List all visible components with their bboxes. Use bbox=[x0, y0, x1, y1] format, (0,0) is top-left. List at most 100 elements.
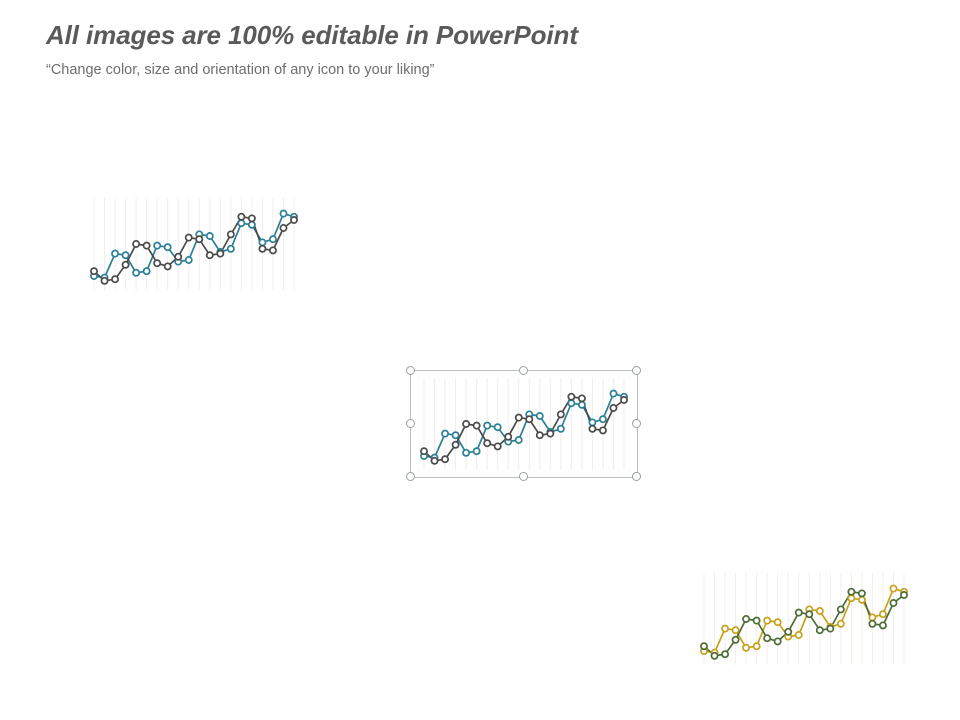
chart-plot-area bbox=[700, 584, 908, 660]
data-point-marker bbox=[763, 634, 772, 643]
data-point-marker bbox=[567, 392, 576, 401]
resize-handle-top-left[interactable] bbox=[406, 366, 415, 375]
data-point-marker bbox=[742, 643, 751, 652]
data-point-marker bbox=[258, 238, 267, 247]
line-chart-gold-green-svg bbox=[700, 573, 908, 665]
data-point-marker bbox=[721, 624, 729, 633]
data-point-marker bbox=[588, 418, 597, 427]
data-point-marker bbox=[577, 400, 586, 409]
line-chart-teal-gray-selected[interactable] bbox=[418, 378, 630, 470]
data-point-marker bbox=[847, 594, 856, 603]
data-point-marker bbox=[237, 212, 246, 221]
data-point-marker bbox=[773, 637, 782, 646]
data-point-marker bbox=[794, 631, 803, 639]
data-point-marker bbox=[279, 224, 288, 232]
data-point-marker bbox=[514, 413, 523, 422]
data-point-marker bbox=[556, 424, 565, 433]
data-point-marker bbox=[868, 613, 877, 622]
data-point-marker bbox=[826, 624, 835, 633]
data-point-marker bbox=[546, 429, 555, 438]
data-point-marker bbox=[237, 219, 246, 228]
data-point-marker bbox=[472, 421, 481, 430]
data-point-marker bbox=[836, 619, 845, 628]
data-point-marker bbox=[451, 440, 460, 449]
data-point-marker bbox=[763, 616, 772, 625]
data-point-marker bbox=[731, 635, 740, 644]
data-point-marker bbox=[752, 642, 761, 651]
chart-plot-area bbox=[90, 209, 298, 285]
data-point-marker bbox=[773, 618, 782, 627]
line-chart-teal-gray[interactable] bbox=[88, 198, 300, 290]
data-point-marker bbox=[290, 216, 298, 224]
data-point-marker bbox=[132, 268, 141, 277]
data-point-marker bbox=[111, 249, 119, 258]
heading-block: All images are 100% editable in PowerPoi… bbox=[46, 20, 906, 79]
resize-handle-bottom-right[interactable] bbox=[632, 472, 641, 481]
data-point-marker bbox=[483, 421, 492, 430]
data-point-marker bbox=[462, 448, 471, 457]
data-point-marker bbox=[195, 235, 204, 244]
data-point-marker bbox=[121, 260, 130, 269]
data-point-marker bbox=[462, 420, 471, 428]
data-point-marker bbox=[163, 262, 172, 271]
data-point-marker bbox=[184, 256, 193, 264]
resize-handle-middle-right[interactable] bbox=[632, 419, 641, 428]
data-point-marker bbox=[878, 621, 887, 630]
data-point-marker bbox=[174, 252, 183, 261]
page-subtitle: “Change color, size and orientation of a… bbox=[46, 62, 435, 78]
data-point-marker bbox=[752, 616, 761, 625]
data-point-marker bbox=[420, 447, 428, 456]
resize-handle-bottom-center[interactable] bbox=[519, 472, 528, 481]
data-point-marker bbox=[247, 220, 256, 229]
data-point-marker bbox=[805, 610, 814, 619]
data-point-marker bbox=[226, 244, 235, 253]
data-point-marker bbox=[598, 415, 607, 424]
data-point-marker bbox=[721, 650, 729, 659]
data-point-marker bbox=[472, 447, 481, 456]
data-point-marker bbox=[525, 415, 534, 424]
data-point-marker bbox=[142, 241, 151, 250]
resize-handle-bottom-left[interactable] bbox=[406, 472, 415, 481]
line-chart-teal-gray-selected-svg bbox=[420, 378, 628, 470]
data-point-marker bbox=[794, 608, 803, 617]
data-point-marker bbox=[153, 241, 162, 250]
data-point-marker bbox=[247, 214, 256, 223]
resize-handle-middle-left[interactable] bbox=[406, 419, 415, 428]
data-point-marker bbox=[588, 424, 597, 433]
data-point-marker bbox=[142, 267, 151, 276]
data-point-marker bbox=[205, 232, 214, 240]
data-point-marker bbox=[815, 607, 824, 615]
data-point-marker bbox=[268, 246, 277, 255]
data-point-marker bbox=[111, 275, 119, 284]
data-point-marker bbox=[90, 267, 98, 276]
data-point-marker bbox=[784, 627, 793, 636]
data-point-marker bbox=[900, 591, 908, 599]
data-point-marker bbox=[514, 436, 523, 444]
data-point-marker bbox=[132, 240, 141, 248]
data-point-marker bbox=[609, 389, 618, 398]
data-point-marker bbox=[226, 230, 235, 239]
resize-handle-top-center[interactable] bbox=[519, 366, 528, 375]
resize-handle-top-right[interactable] bbox=[632, 366, 641, 375]
data-point-marker bbox=[847, 587, 856, 596]
line-chart-teal-gray-svg bbox=[90, 198, 298, 290]
data-point-marker bbox=[216, 249, 225, 258]
line-chart-gold-green[interactable] bbox=[698, 573, 910, 665]
data-point-marker bbox=[857, 595, 866, 604]
data-point-marker bbox=[889, 599, 898, 607]
data-point-marker bbox=[620, 396, 628, 404]
data-point-marker bbox=[153, 259, 162, 268]
data-point-marker bbox=[577, 394, 586, 403]
data-point-marker bbox=[441, 455, 449, 464]
data-point-marker bbox=[279, 209, 288, 218]
data-point-marker bbox=[836, 605, 845, 614]
data-point-marker bbox=[493, 423, 502, 432]
data-point-marker bbox=[441, 429, 449, 438]
data-point-marker bbox=[731, 626, 740, 635]
data-point-marker bbox=[889, 584, 898, 593]
data-point-marker bbox=[430, 456, 439, 465]
data-point-marker bbox=[700, 642, 708, 651]
data-point-marker bbox=[268, 235, 277, 244]
data-point-marker bbox=[868, 619, 877, 628]
